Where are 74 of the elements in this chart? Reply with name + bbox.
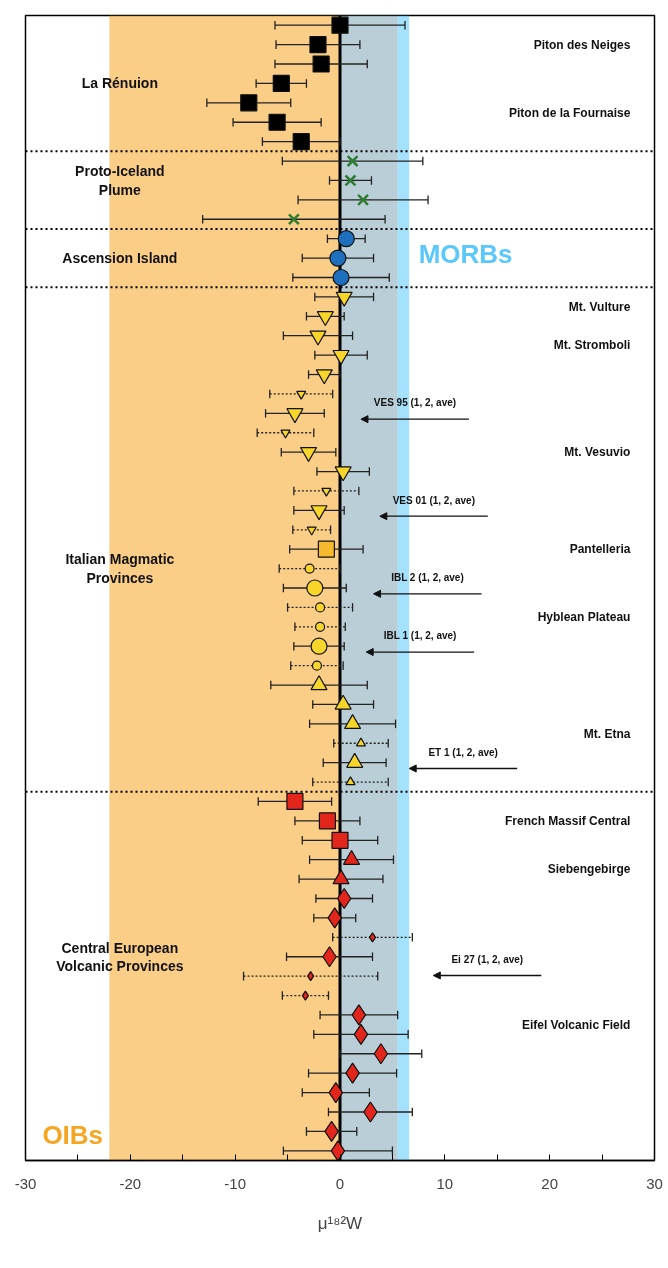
- point: [356, 193, 370, 207]
- point: [353, 1023, 369, 1045]
- point: [272, 74, 290, 93]
- point: [355, 737, 367, 747]
- text: Ei 27 (1, 2, ave): [451, 953, 524, 965]
- text: Mt. Etna: [583, 726, 631, 741]
- x-tick-label: 20: [541, 1174, 559, 1192]
- y-tick-label: La Rénuion: [81, 75, 158, 92]
- text: Hyblean Plateau: [537, 610, 631, 625]
- point: [318, 812, 337, 830]
- point: [345, 776, 356, 786]
- y-tick-label: Central European Volcanic Provinces: [56, 939, 184, 974]
- text: Mt. Vesuvio: [564, 445, 631, 460]
- point: [329, 249, 347, 267]
- point: [335, 291, 353, 307]
- point: [301, 990, 309, 1001]
- point: [368, 932, 377, 943]
- x-tick-label: 0: [335, 1174, 345, 1192]
- point: [312, 55, 330, 73]
- text: Eifel Volcanic Field: [521, 1017, 631, 1032]
- point: [351, 1004, 367, 1026]
- point: [309, 36, 327, 54]
- point: [304, 563, 315, 574]
- point: [343, 714, 362, 730]
- text: French Massif Central: [505, 813, 631, 828]
- text: VES 95 (1, 2, ave): [373, 397, 457, 409]
- text: IBL 2 (1, 2, ave): [391, 572, 464, 584]
- point: [268, 113, 286, 131]
- point: [310, 637, 328, 655]
- point: [332, 349, 350, 365]
- point: [330, 1140, 346, 1161]
- point: [314, 602, 326, 613]
- x-tick-label: 30: [646, 1174, 663, 1192]
- text: Pantelleria: [569, 542, 631, 557]
- point: [321, 487, 332, 497]
- text: Mt. Vulture: [568, 299, 631, 314]
- band-label: MORBs: [418, 239, 513, 270]
- point: [327, 907, 343, 929]
- point: [314, 621, 326, 632]
- point: [311, 660, 323, 671]
- point: [299, 446, 318, 462]
- point: [306, 579, 324, 597]
- point: [346, 154, 359, 168]
- x-tick-label: -30: [14, 1174, 37, 1192]
- y-tick-label: Italian Magmatic Provinces: [65, 551, 175, 586]
- point: [240, 94, 258, 112]
- text: Siebengebirge: [547, 862, 631, 877]
- y-tick-label: Proto-Iceland Plume: [75, 163, 165, 198]
- point: [287, 213, 301, 226]
- point: [292, 133, 310, 151]
- band-label: OIBs: [42, 1120, 104, 1151]
- point: [331, 831, 349, 849]
- point: [296, 390, 307, 400]
- y-tick-label: Ascension Island: [62, 250, 178, 267]
- x-tick-label: -10: [224, 1174, 247, 1192]
- text: Mt. Stromboli: [553, 338, 631, 353]
- text: Piton des Neiges: [533, 37, 631, 52]
- text: IBL 1 (1, 2, ave): [383, 630, 457, 642]
- point: [317, 540, 335, 558]
- point: [373, 1043, 389, 1065]
- x-axis-title: μ¹⁸²W: [317, 1213, 363, 1233]
- point: [331, 16, 349, 34]
- point: [332, 268, 350, 287]
- text: Piton de la Fournaise: [509, 105, 631, 120]
- point: [307, 971, 315, 982]
- x-tick-label: 10: [436, 1174, 454, 1192]
- point: [344, 174, 357, 187]
- text: VES 01 (1, 2, ave): [392, 494, 475, 506]
- text: ET 1 (1, 2, ave): [428, 746, 498, 758]
- point: [286, 792, 304, 811]
- x-tick-label: -20: [119, 1174, 142, 1192]
- point: [306, 526, 317, 536]
- point: [280, 429, 291, 439]
- point: [337, 230, 355, 248]
